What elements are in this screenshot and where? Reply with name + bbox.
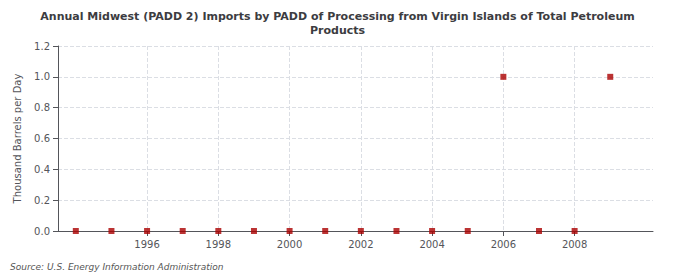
svg-text:2006: 2006 (491, 239, 516, 250)
svg-text:Source: U.S. Energy Informatio: Source: U.S. Energy Information Administ… (10, 262, 224, 272)
svg-text:Thousand Barrels per Day: Thousand Barrels per Day (12, 74, 23, 205)
svg-text:1.2: 1.2 (34, 41, 50, 52)
svg-text:2004: 2004 (419, 239, 444, 250)
svg-text:0.2: 0.2 (34, 195, 50, 206)
svg-text:1.0: 1.0 (34, 71, 50, 82)
svg-text:0.4: 0.4 (34, 164, 50, 175)
svg-text:2000: 2000 (277, 239, 302, 250)
svg-text:2008: 2008 (562, 239, 587, 250)
svg-text:Products: Products (310, 24, 366, 37)
svg-text:0.8: 0.8 (34, 102, 50, 113)
svg-text:1996: 1996 (134, 239, 159, 250)
svg-text:2002: 2002 (348, 239, 373, 250)
svg-text:1998: 1998 (206, 239, 231, 250)
svg-text:0.0: 0.0 (34, 226, 50, 237)
svg-text:Annual Midwest (PADD 2) Import: Annual Midwest (PADD 2) Imports by PADD … (40, 10, 634, 23)
svg-text:0.6: 0.6 (34, 133, 50, 144)
